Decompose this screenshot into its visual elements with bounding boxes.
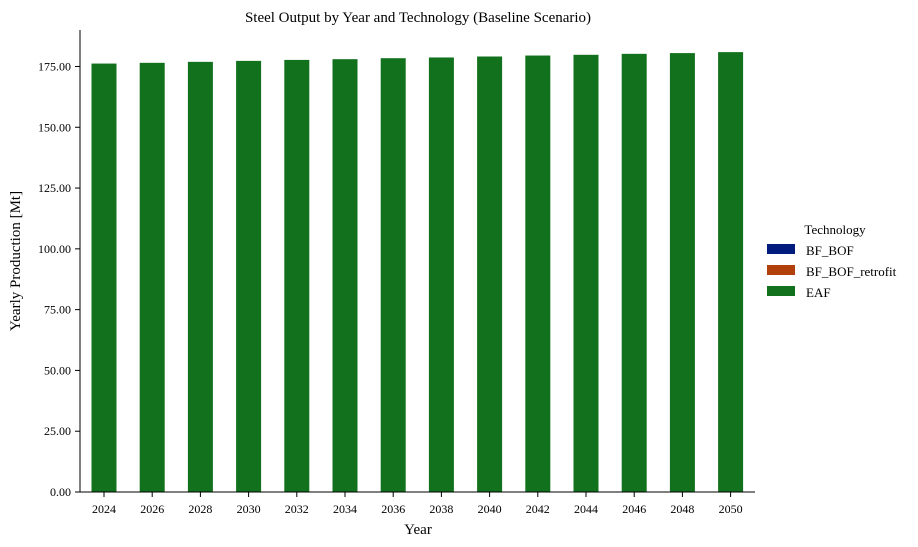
x-tick-label: 2024 [92, 502, 116, 516]
legend-title: Technology [804, 222, 866, 237]
chart-title: Steel Output by Year and Technology (Bas… [245, 10, 591, 26]
y-tick-label: 0.00 [50, 485, 71, 499]
legend-label: EAF [806, 285, 831, 300]
x-tick-label: 2046 [622, 502, 646, 516]
bar-eaf-2026 [139, 62, 165, 492]
x-tick-label: 2030 [237, 502, 261, 516]
bar-eaf-2046 [621, 53, 647, 493]
x-tick-label: 2048 [670, 502, 694, 516]
legend: Technology BF_BOF BF_BOF_retrofit EAF [767, 222, 897, 300]
x-tick-label: 2026 [140, 502, 164, 516]
legend-items: BF_BOF BF_BOF_retrofit EAF [767, 243, 897, 300]
y-axis-title: Yearly Production [Mt] [8, 191, 24, 331]
x-tick-label: 2036 [381, 502, 405, 516]
x-tick-label: 2050 [719, 502, 743, 516]
x-tick-label: 2042 [526, 502, 550, 516]
x-tick-label: 2038 [429, 502, 453, 516]
bar-eaf-2038 [428, 57, 454, 493]
y-tick-label: 100.00 [38, 242, 71, 256]
y-tick-label: 75.00 [44, 303, 71, 317]
bar-eaf-2048 [669, 53, 695, 492]
bar-eaf-2030 [236, 60, 262, 493]
x-tick-label: 2032 [285, 502, 309, 516]
legend-swatch-eaf [767, 286, 795, 296]
y-ticks: 0.00 25.00 50.00 75.00 100.00 125.00 150.00 175… [38, 59, 80, 499]
x-ticks: 2024 2026 2028 2030 2032 2034 2036 2038 2040 2042… [92, 492, 743, 516]
x-tick-label: 2040 [478, 502, 502, 516]
bar-eaf-2036 [380, 58, 406, 493]
bar-eaf-2024 [91, 63, 117, 493]
y-tick-label: 150.00 [38, 120, 71, 134]
legend-swatch-bf-bof-retrofit [767, 265, 795, 275]
y-tick-label: 175.00 [38, 59, 71, 73]
legend-label: BF_BOF_retrofit [806, 264, 897, 279]
legend-label: BF_BOF [806, 243, 854, 258]
x-tick-label: 2034 [333, 502, 357, 516]
bar-eaf-2044 [573, 54, 599, 493]
legend-swatch-bf-bof [767, 244, 795, 254]
bar-eaf-2050 [718, 52, 744, 492]
y-tick-label: 50.00 [44, 363, 71, 377]
bar-eaf-2040 [477, 56, 503, 492]
x-tick-label: 2044 [574, 502, 598, 516]
y-tick-label: 25.00 [44, 424, 71, 438]
bars-layer [91, 52, 744, 493]
bar-eaf-2028 [187, 61, 213, 492]
x-axis-title: Year [404, 522, 432, 538]
x-tick-label: 2028 [188, 502, 212, 516]
bar-eaf-2042 [525, 55, 551, 492]
bar-eaf-2034 [332, 59, 358, 492]
bar-eaf-2032 [284, 59, 310, 493]
y-tick-label: 125.00 [38, 181, 71, 195]
